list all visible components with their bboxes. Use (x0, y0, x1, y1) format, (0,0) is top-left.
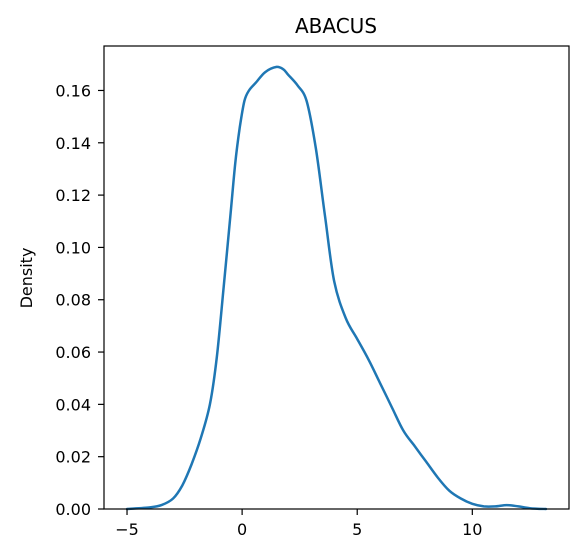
y-tick-label: 0.14 (55, 134, 91, 153)
y-tick-label: 0.02 (55, 448, 91, 467)
y-tick-label: 0.12 (55, 186, 91, 205)
x-axis: −5 0 5 10 (115, 509, 482, 539)
y-axis-label: Density (17, 248, 36, 309)
y-axis: 0.00 0.02 0.04 0.06 0.08 0.10 0.12 0.14 0.16 (55, 81, 104, 519)
x-tick-label: −5 (115, 520, 139, 539)
y-tick-label: 0.16 (55, 81, 91, 100)
plot-frame (103, 45, 570, 510)
y-tick-label: 0.06 (55, 343, 91, 362)
x-tick-label: 10 (462, 520, 482, 539)
y-tick-label: 0.00 (55, 500, 91, 519)
kde-density-line (125, 65, 548, 511)
x-tick-label: 5 (352, 520, 362, 539)
y-tick-label: 0.10 (55, 238, 91, 257)
y-tick-label: 0.04 (55, 395, 91, 414)
x-tick-label: 0 (237, 520, 247, 539)
y-tick-label: 0.08 (55, 291, 91, 310)
plot-area (103, 45, 570, 511)
chart-title: ABACUS (295, 14, 377, 38)
